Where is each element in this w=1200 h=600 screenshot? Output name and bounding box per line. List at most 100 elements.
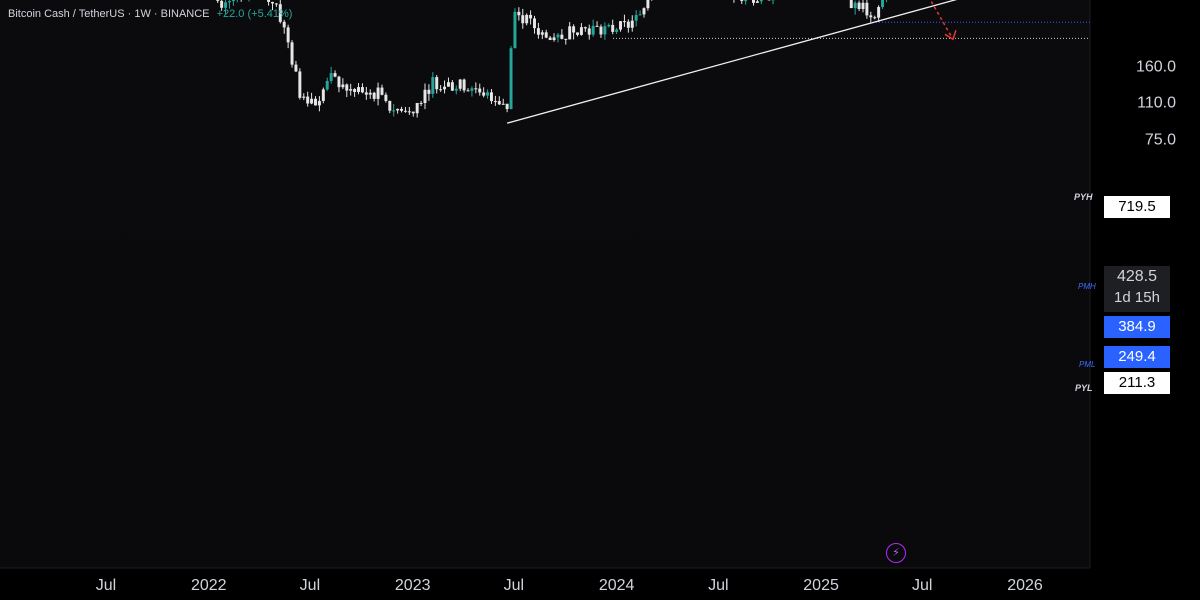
candle-body xyxy=(544,32,548,38)
candle-body xyxy=(446,82,450,87)
current-price-value: 428.5 xyxy=(1116,268,1158,285)
candle-body xyxy=(431,77,435,94)
lightning-bolt-icon[interactable]: ⚡ xyxy=(886,543,906,563)
pmh-tag: PMH xyxy=(1078,282,1096,291)
x-tick-label: Jul xyxy=(912,577,932,594)
current-price-label: 428.5 1d 15h xyxy=(1104,266,1170,312)
candle-body xyxy=(411,111,415,114)
candle-body xyxy=(755,1,759,3)
candle-body xyxy=(622,21,626,23)
candle-body xyxy=(642,8,646,15)
candle-body xyxy=(380,87,384,95)
y-tick-label: 160.0 xyxy=(1136,58,1176,75)
candle-body xyxy=(482,92,486,96)
candle-body xyxy=(474,88,478,90)
candle-body xyxy=(744,0,748,2)
pyh-tag: PYH xyxy=(1074,192,1093,202)
candle-body xyxy=(321,89,325,101)
candle-body xyxy=(626,21,630,28)
candle-body xyxy=(392,110,396,112)
candle-body xyxy=(450,82,454,91)
candle-body xyxy=(349,89,353,91)
candle-body xyxy=(853,2,857,9)
candle-body xyxy=(493,101,497,103)
symbol-header[interactable]: Bitcoin Cash / TetherUS · 1W · BINANCE +… xyxy=(8,8,292,20)
pml-tag: PML xyxy=(1079,360,1096,369)
candle-body xyxy=(603,26,607,35)
ascending-support-trendline xyxy=(506,0,958,124)
y-tick-label: 110.0 xyxy=(1137,95,1176,112)
pml-price-label: 249.4 xyxy=(1104,346,1170,368)
candle-body xyxy=(314,98,317,106)
candle-body xyxy=(329,73,333,81)
candle-body xyxy=(286,27,290,43)
candle-body xyxy=(403,110,407,112)
candle-body xyxy=(505,103,509,110)
candle-body xyxy=(384,94,388,101)
candle-body xyxy=(310,98,314,104)
candle-body xyxy=(560,34,564,39)
pyh-price-label: 719.5 xyxy=(1104,196,1170,218)
candle-body xyxy=(325,80,329,90)
candle-body xyxy=(364,92,368,95)
x-tick-label: 2022 xyxy=(191,577,227,594)
candle-body xyxy=(400,108,404,111)
x-tick-label: Jul xyxy=(708,577,728,594)
pmh-price-label: 384.9 xyxy=(1104,316,1170,338)
candle-body xyxy=(388,100,392,111)
candle-body xyxy=(407,111,411,113)
candle-body xyxy=(302,96,306,98)
symbol-title: Bitcoin Cash / TetherUS · 1W · BINANCE xyxy=(8,8,210,20)
candle-body xyxy=(337,76,341,88)
candle-body xyxy=(611,24,615,32)
candle-body xyxy=(552,37,556,41)
candle-body xyxy=(857,2,861,9)
candle-body xyxy=(462,79,466,91)
candle-body xyxy=(525,14,529,24)
x-tick-label: 2026 xyxy=(1007,577,1043,594)
candle-body xyxy=(231,0,235,2)
candle-body xyxy=(486,92,490,96)
candle-body xyxy=(427,89,431,94)
candle-body xyxy=(274,3,278,5)
candle-body xyxy=(396,108,400,111)
candle-body xyxy=(607,24,611,27)
candle-body xyxy=(548,37,552,41)
price-change: +22.0 (+5.41%) xyxy=(216,8,293,20)
candle-body xyxy=(415,102,419,114)
candle-body xyxy=(634,15,638,21)
candle-body xyxy=(220,0,224,8)
bar-countdown: 1d 15h xyxy=(1114,289,1160,306)
candle-body xyxy=(466,90,470,92)
candle-body xyxy=(881,0,885,8)
candle-body xyxy=(536,28,540,35)
candle-body xyxy=(497,101,501,105)
candle-body xyxy=(282,21,286,28)
candle-body xyxy=(435,77,439,90)
candle-body xyxy=(759,0,763,2)
candle-body xyxy=(556,34,560,38)
pyl-tag: PYL xyxy=(1075,383,1093,393)
candle-body xyxy=(478,88,482,93)
plot-area[interactable] xyxy=(0,0,1090,568)
candle-body xyxy=(861,2,865,9)
candle-body xyxy=(372,92,376,99)
candle-body xyxy=(376,87,380,99)
candle-body xyxy=(521,15,525,24)
candle-body xyxy=(423,89,427,103)
candle-body xyxy=(595,25,599,27)
candle-body xyxy=(294,64,298,72)
candle-body xyxy=(216,0,220,1)
candle-body xyxy=(357,87,361,92)
candle-body xyxy=(419,102,423,104)
candle-body xyxy=(439,89,443,91)
candle-body xyxy=(752,0,755,3)
candle-body xyxy=(227,1,231,3)
candle-body xyxy=(849,0,853,9)
candle-body xyxy=(540,32,544,35)
candle-body xyxy=(646,0,650,9)
candle-body xyxy=(579,27,583,35)
candle-body xyxy=(572,26,576,33)
